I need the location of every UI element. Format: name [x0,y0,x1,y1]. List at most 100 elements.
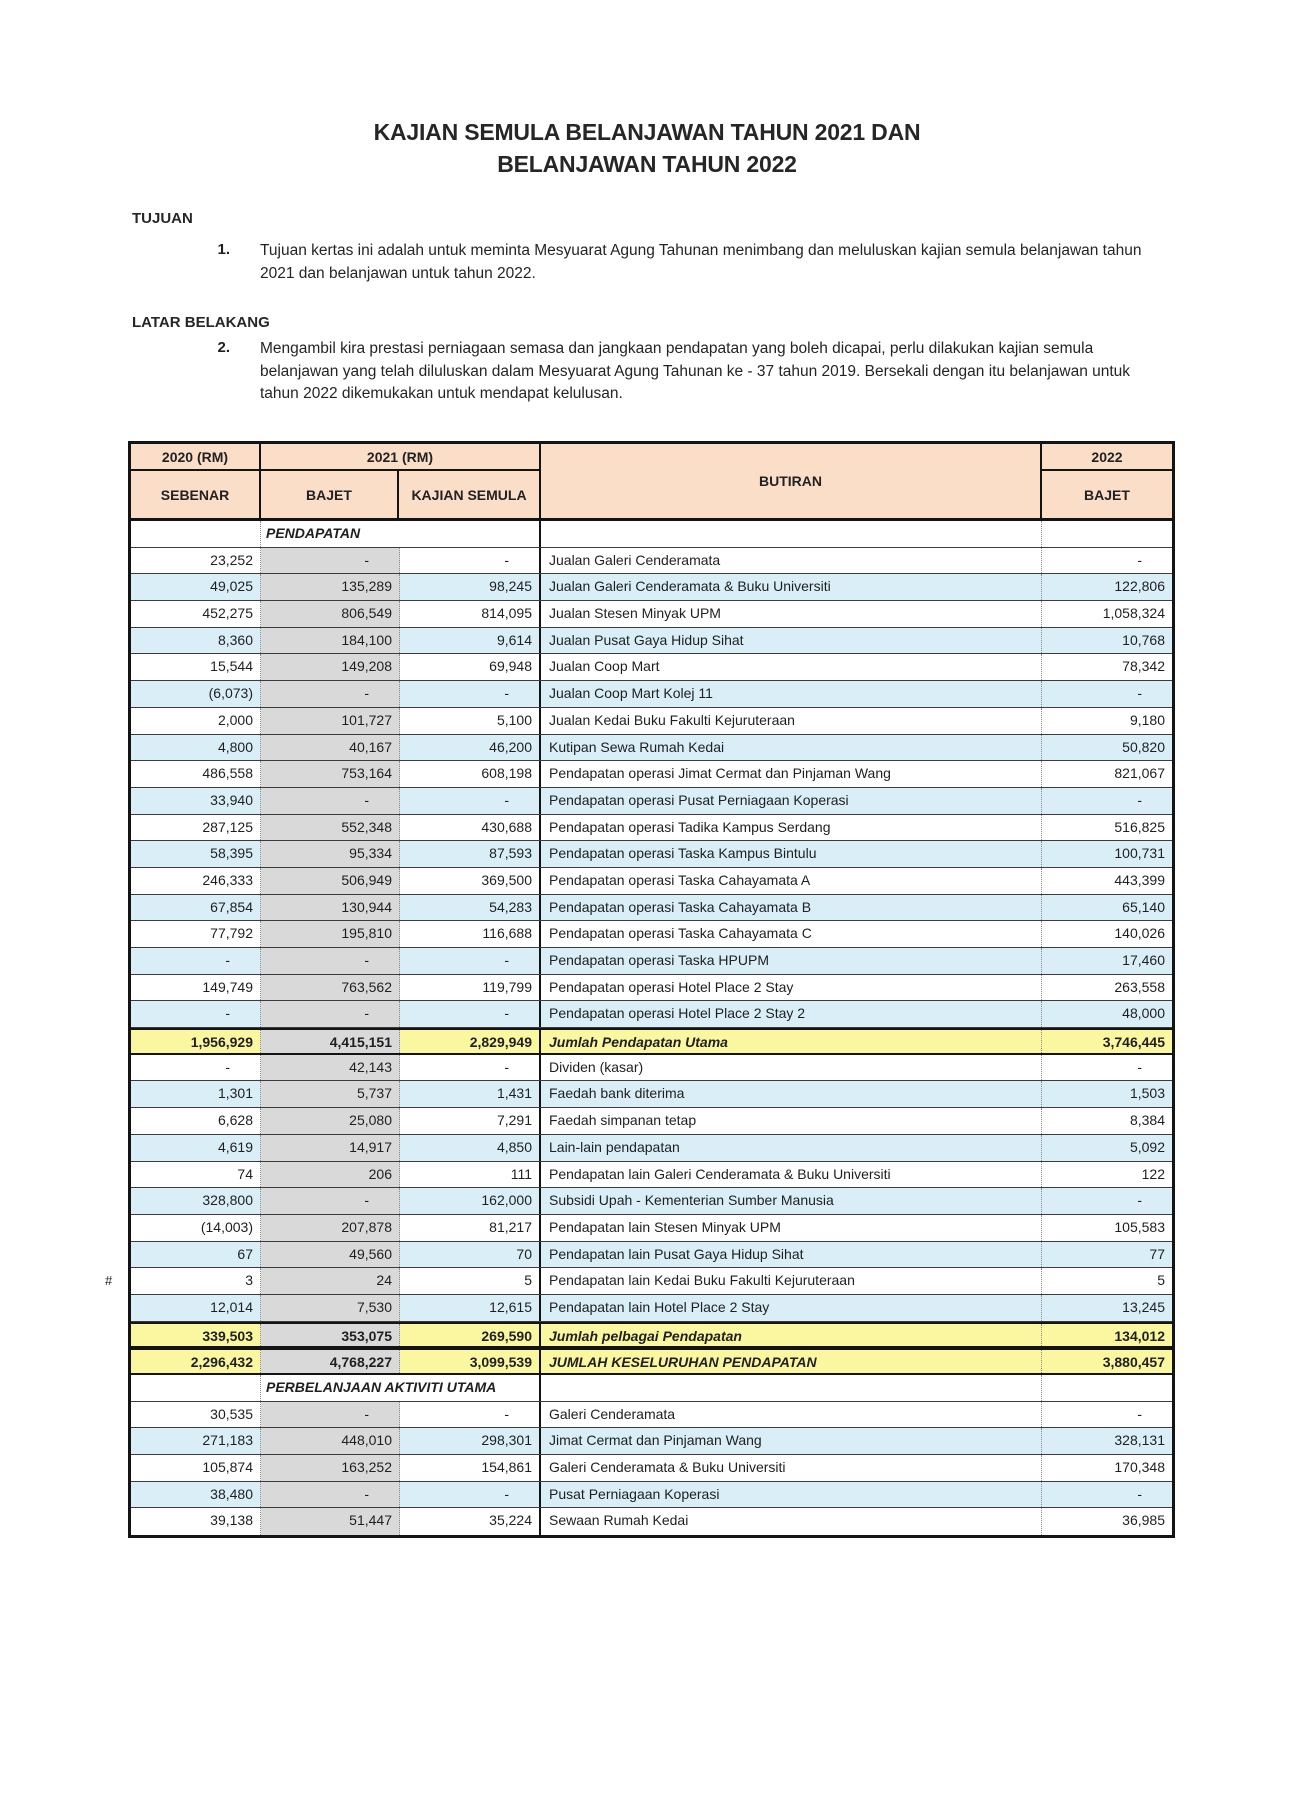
page-title-line1: KAJIAN SEMULA BELANJAWAN TAHUN 2021 DAN [373,119,921,145]
cell-kajian-semula: 7,291 [400,1108,541,1134]
header-col-2022: 2022 BAJET [1042,444,1172,518]
cell-bajet-2022: 122,806 [1114,578,1165,595]
cell-butiran: Galeri Cenderamata [541,1401,1042,1428]
cell-bajet-2021: 806,549 [261,601,400,627]
budget-table: 2020 (RM) SEBENAR 2021 (RM) BAJET KAJIAN… [105,441,1175,1539]
table-row: (14,003) 207,878 81,217 Pendapatan lain Ste… [131,1214,1172,1242]
cell-kajian-semula: 2,829,949 [400,1030,541,1053]
cell-sebenar: 4,619 [131,1134,261,1161]
cell-butiran: Jualan Coop Mart Kolej 11 [541,681,1042,707]
heading-tujuan: TUJUAN [132,210,193,227]
header-2021-subcolumns: BAJET KAJIAN SEMULA [261,471,539,518]
cell-kajian-semula: 814,095 [400,601,541,627]
cell-butiran: Pendapatan operasi Taska Cahayamata A [541,867,1042,894]
cell-bajet-2021: - [261,1481,400,1508]
table-row: 23,252- - Jualan Galeri Cenderamata - [131,547,1172,575]
cell-sebenar: 67 [131,1241,261,1268]
table-row: 12,014 7,530 12,615 Pendapatan lain Hotel P… [131,1294,1172,1322]
cell-kajian-semula: - [400,787,541,814]
header-2022: 2022 [1042,444,1172,471]
cell-bajet-2021: 51,447 [261,1508,400,1536]
cell-bajet-2021: - [261,948,400,974]
cell-bajet-2021: 4,768,227 [261,1350,400,1373]
cell-butiran: Jualan Galeri Cenderamata [541,547,1042,574]
cell-butiran: Jualan Galeri Cenderamata & Buku Univers… [541,574,1042,601]
cell-butiran: Pendapatan operasi Hotel Place 2 Stay 2 [541,1001,1042,1028]
cell-bajet-2021: 753,164 [261,761,400,787]
cell-butiran: Jumlah pelbagai Pendapatan [541,1323,1042,1347]
cell-sebenar: (14,003) [131,1214,261,1241]
cell-kajian-semula: 608,198 [400,761,541,787]
cell-butiran: Pusat Perniagaan Koperasi [541,1481,1042,1508]
cell-butiran [541,521,1042,547]
cell-bajet-2022: 8,384 [1129,1112,1165,1129]
total-row: 339,503 353,075 269,590 Jumlah pelbagai Pen… [131,1321,1172,1349]
paragraph-1-number: 1. [217,241,230,258]
table-row: 38,480- - Pusat Perniagaan Koperasi - [131,1481,1172,1509]
cell-butiran: Pendapatan operasi Taska HPUPM [541,948,1042,974]
cell-sebenar: 2,296,432 [131,1350,261,1373]
cell-bajet-2022: 122 [1141,1165,1165,1182]
cell-bajet-2021: 506,949 [261,867,400,894]
table-row: 39,138 51,447 35,224 Sewaan Rumah Kedai 36,9… [131,1508,1172,1536]
table-row: -42,143- Dividen (kasar) - [131,1054,1172,1082]
cell-butiran: Pendapatan operasi Pusat Perniagaan Kope… [541,787,1042,814]
table-row: 6,628 25,080 7,291 Faedah simpanan tetap 8,3… [131,1108,1172,1135]
cell-sebenar: 287,125 [131,814,261,841]
row-flag-marker: # [105,1273,113,1289]
cell-bajet-2022: 36,985 [1122,1512,1165,1529]
cell-kajian-semula: - [400,1001,541,1028]
cell-bajet-2021: 40,167 [261,734,400,761]
total-row: 1,956,929 4,415,151 2,829,949 Jumlah Pendap… [131,1028,1172,1055]
cell-sebenar: 6,628 [131,1108,261,1134]
cell-bajet-2022: 516,825 [1114,818,1165,835]
cell-sebenar: 271,183 [131,1428,261,1455]
cell-sebenar: 39,138 [131,1508,261,1536]
header-col-2021: 2021 (RM) BAJET KAJIAN SEMULA [261,444,541,518]
cell-bajet-2021: 95,334 [261,841,400,867]
table-header: 2020 (RM) SEBENAR 2021 (RM) BAJET KAJIAN… [131,444,1172,521]
paragraph-2-text: Mengambil kira prestasi perniagaan semas… [260,340,1131,402]
table-row: 3 24 5 Pendapatan lain Kedai Buku Fakulti K… [105,1268,1172,1295]
cell-butiran: Pendapatan operasi Taska Kampus Bintulu [541,841,1042,867]
section-row: PENDAPATAN [131,521,1172,548]
cell-sebenar: (6,073) [131,681,261,707]
cell-sebenar: 15,544 [131,654,261,681]
cell-sebenar: 33,940 [131,787,261,814]
cell-bajet-2022: 100,731 [1114,845,1165,862]
cell-kajian-semula: 46,200 [400,734,541,761]
table-row: 58,395 95,334 87,593 Pendapatan operasi Tas… [131,841,1172,868]
cell-kajian-semula: 5,100 [400,707,541,734]
cell-bajet-2022 [1042,1375,1172,1401]
paragraph-1-text: Tujuan kertas ini adalah untuk meminta M… [260,242,1142,282]
cell-butiran: JUMLAH KESELURUHAN PENDAPATAN [541,1350,1042,1373]
cell-bajet-2022: - [1137,791,1142,808]
cell-bajet-2022: 134,012 [1114,1327,1165,1344]
cell-bajet-2022: 3,746,445 [1102,1034,1165,1051]
table-row: 33,940- - Pendapatan operasi Pusat Perniag… [131,787,1172,815]
cell-butiran: Faedah bank diterima [541,1081,1042,1108]
cell-butiran: Pendapatan lain Galeri Cenderamata & Buk… [541,1161,1042,1188]
cell-sebenar: 328,800 [131,1188,261,1214]
cell-butiran: Sewaan Rumah Kedai [541,1508,1042,1536]
table-row: - - - Pendapatan operasi Taska HPUPM 17,460 [131,948,1172,975]
cell-bajet-2021: - [261,1001,400,1028]
cell-bajet-2022 [1042,521,1172,547]
cell-sebenar: 67,854 [131,894,261,921]
cell-butiran: Pendapatan lain Kedai Buku Fakulti Kejur… [541,1268,1042,1294]
table-body: PENDAPATAN 23,252- - Jualan Galeri Cenderam… [105,521,1172,1536]
table-row: 271,183 448,010 298,301 Jimat Cermat dan Pi… [131,1428,1172,1456]
cell-bajet-2022: 77 [1149,1245,1165,1262]
cell-bajet-2022: 78,342 [1122,658,1165,675]
cell-kajian-semula: 298,301 [400,1428,541,1455]
cell-butiran: Jualan Kedai Buku Fakulti Kejuruteraan [541,707,1042,734]
cell-kajian-semula: 81,217 [400,1214,541,1241]
cell-bajet-2022: 170,348 [1114,1459,1165,1476]
cell-bajet-2022: 1,058,324 [1102,605,1165,622]
cell-bajet-2021: 24 [261,1268,400,1294]
cell-butiran [541,1375,1042,1401]
cell-sebenar: 3 [131,1268,261,1294]
cell-bajet-2021: 130,944 [261,894,400,921]
cell-kajian-semula: 70 [400,1241,541,1268]
